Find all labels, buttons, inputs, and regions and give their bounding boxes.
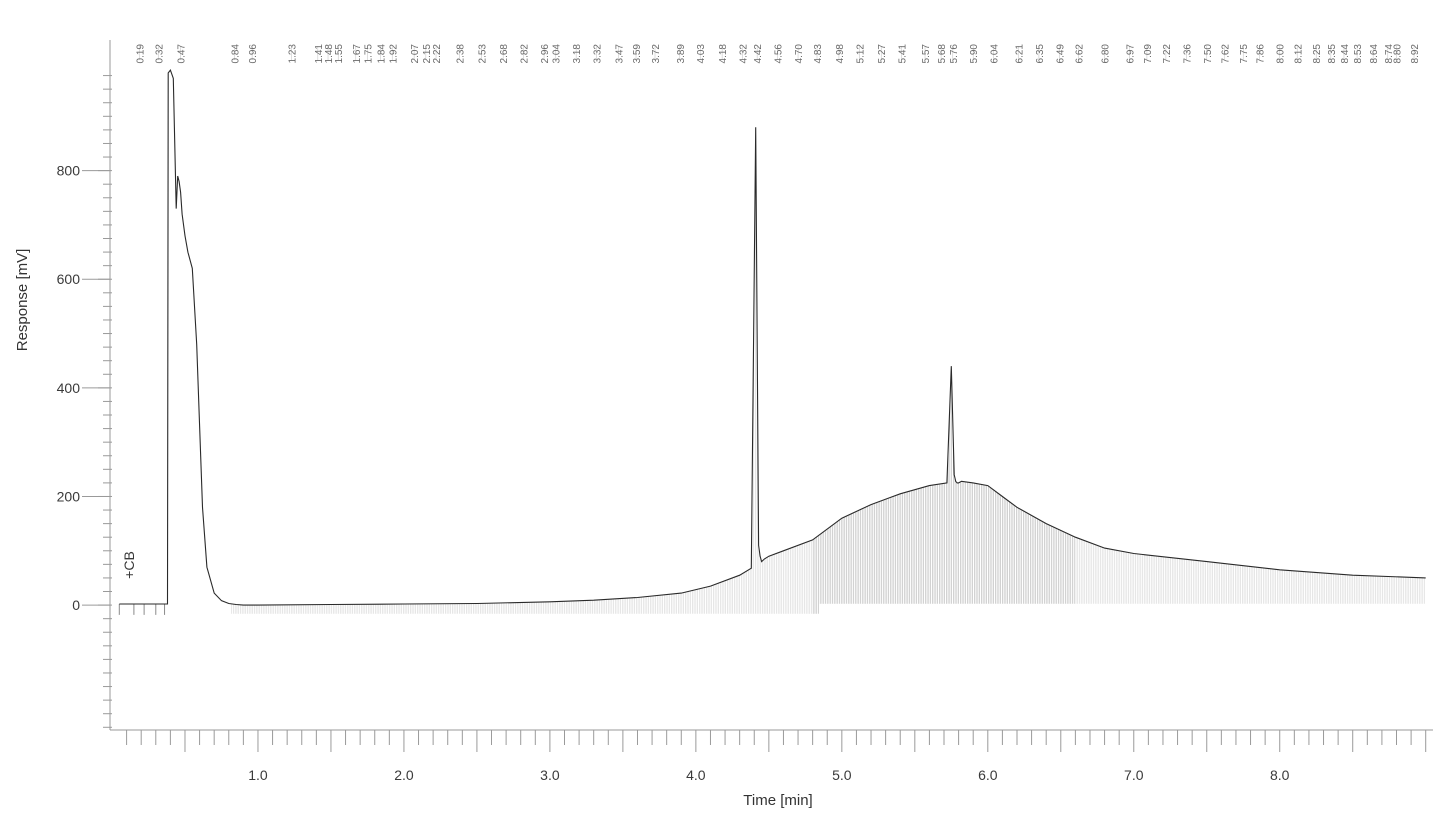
- peak-label: 8.25: [1312, 44, 1323, 64]
- peak-label: 2.53: [477, 44, 488, 64]
- peak-label: 3.32: [593, 44, 604, 64]
- y-tick-label: 600: [57, 271, 81, 287]
- peak-label: 2.38: [455, 44, 466, 64]
- peak-label: 8.44: [1340, 44, 1351, 64]
- x-tick-label: 5.0: [832, 767, 852, 783]
- peak-label: 5.27: [877, 44, 888, 64]
- axes: 0 200 400 600 800 1.0 2.0 3.0 4.0 5.0 6.0 7.0 8.0: [57, 40, 1433, 783]
- peak-label: 4.56: [774, 44, 785, 64]
- peak-label: 8.35: [1327, 44, 1338, 64]
- peak-label: 8.74: [1384, 44, 1395, 64]
- peak-label: 8.64: [1369, 44, 1380, 64]
- peak-label: 5.76: [949, 44, 960, 64]
- peak-label: 0.19: [136, 44, 147, 64]
- peak-label: 6.04: [990, 44, 1001, 64]
- peak-label: 5.68: [937, 44, 948, 64]
- peak-label: 6.62: [1074, 44, 1085, 64]
- peak-label: 0.96: [248, 44, 259, 64]
- peak-label: 2.96: [540, 44, 551, 64]
- peak-label: 4.42: [753, 44, 764, 64]
- peak-label: 5.90: [969, 44, 980, 64]
- peak-label: 6.21: [1015, 44, 1026, 64]
- peak-label: 0.47: [177, 44, 188, 64]
- y-tick-label: 400: [57, 380, 81, 396]
- peak-label: 6.35: [1035, 44, 1046, 64]
- peak-label: 8.80: [1393, 44, 1404, 64]
- trace-layer: [119, 68, 1426, 606]
- peak-label: 3.04: [552, 44, 563, 64]
- peak-label: 1.84: [377, 44, 388, 64]
- peak-label: 7.86: [1255, 44, 1266, 64]
- chromatogram-trace: [119, 68, 1426, 606]
- peak-label: 6.80: [1101, 44, 1112, 64]
- cb-annotation: +CB: [121, 551, 137, 579]
- peak-label: 4.18: [718, 44, 729, 64]
- x-tick-label: 7.0: [1124, 767, 1144, 783]
- x-axis-title: Time [min]: [743, 792, 812, 809]
- peak-label: 1.48: [324, 44, 335, 64]
- peak-label: 5.57: [921, 44, 932, 64]
- peak-label: 1.67: [352, 44, 363, 64]
- peak-label: 2.22: [432, 44, 443, 64]
- y-tick-label: 800: [57, 163, 81, 179]
- y-axis-title: Response [mV]: [14, 249, 31, 352]
- peak-label: 2.07: [410, 44, 421, 64]
- peak-label: 1.75: [363, 44, 374, 64]
- peak-label: 8.53: [1353, 44, 1364, 64]
- peak-label: 7.36: [1182, 44, 1193, 64]
- peak-label: 1.92: [388, 44, 399, 64]
- peak-label: 6.97: [1125, 44, 1136, 64]
- peak-label: 4.83: [813, 44, 824, 64]
- peak-label: 4.03: [696, 44, 707, 64]
- y-tick-label: 200: [57, 488, 81, 504]
- peak-label: 7.50: [1203, 44, 1214, 64]
- peak-label: 3.18: [572, 44, 583, 64]
- peak-label: 1.55: [334, 44, 345, 64]
- peak-label: 7.62: [1220, 44, 1231, 64]
- peak-label: 7.09: [1143, 44, 1154, 64]
- x-tick-label: 4.0: [686, 767, 706, 783]
- peak-label: 3.47: [615, 44, 626, 64]
- x-tick-label: 1.0: [248, 767, 268, 783]
- peak-label: 4.70: [794, 44, 805, 64]
- peak-label: 3.89: [676, 44, 687, 64]
- x-tick-label: 8.0: [1270, 767, 1290, 783]
- peak-labels: 0.19 0.32 0.47 0.84 0.96 1.23 1.41 1.48 1.55 1.67…: [136, 44, 1421, 64]
- x-tick-label: 3.0: [540, 767, 560, 783]
- peak-label: 1.41: [314, 44, 325, 64]
- x-tick-label: 2.0: [394, 767, 414, 783]
- peak-label: 8.92: [1410, 44, 1421, 64]
- peak-label: 0.32: [155, 44, 166, 64]
- peak-label: 4.32: [739, 44, 750, 64]
- peak-label: 0.84: [231, 44, 242, 64]
- peak-label: 8.00: [1276, 44, 1287, 64]
- peak-label: 7.22: [1162, 44, 1173, 64]
- peak-label: 2.82: [520, 44, 531, 64]
- peak-label: 6.49: [1055, 44, 1066, 64]
- peak-label: 3.72: [651, 44, 662, 64]
- x-tick-label: 6.0: [978, 767, 998, 783]
- peak-label: 2.15: [422, 44, 433, 64]
- y-tick-label: 0: [72, 597, 80, 613]
- peak-label: 2.68: [499, 44, 510, 64]
- peak-label: 8.12: [1293, 44, 1304, 64]
- peak-label: 5.12: [855, 44, 866, 64]
- peak-label: 1.23: [288, 44, 299, 64]
- integration-hatching: [118, 156, 1425, 615]
- peak-label: 3.59: [632, 44, 643, 64]
- peak-label: 5.41: [898, 44, 909, 64]
- peak-label: 4.98: [835, 44, 846, 64]
- peak-label: 7.75: [1239, 44, 1250, 64]
